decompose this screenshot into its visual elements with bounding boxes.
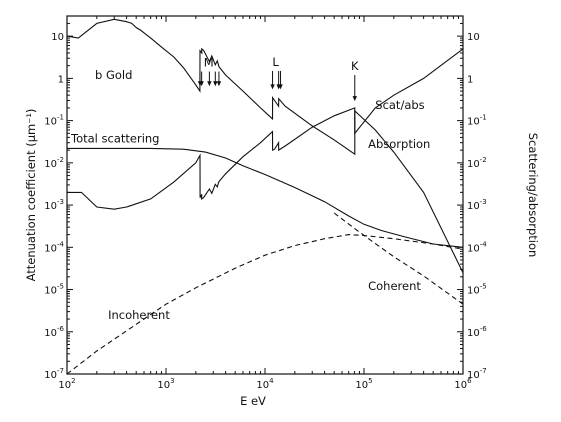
- edge-label-m: M: [204, 56, 214, 70]
- y-tick-label-right: 10-6: [467, 325, 487, 339]
- y-tick-label-left: 10-3: [44, 198, 64, 212]
- y-tick-label-right: 10: [467, 32, 480, 43]
- ticks: [66, 15, 463, 375]
- annotation-coherent: Coherent: [368, 279, 421, 293]
- y-tick-labels-left: 10 1 10-1 10-2 10-3 10-4 10-5 10-6 10-7: [44, 32, 64, 381]
- series-incoherent: [66, 234, 464, 375]
- y-tick-label-right: 10-1: [467, 114, 487, 128]
- series-lines: [66, 18, 464, 375]
- y-tick-label-right: 10-2: [467, 156, 487, 170]
- edge-arrowhead-l: [270, 84, 275, 90]
- y-tick-label-left: 10-7: [44, 367, 64, 381]
- x-axis-label: E eV: [240, 394, 266, 408]
- y-axis-label-right: Scattering/absorption: [526, 133, 540, 258]
- edge-arrowhead-k: [352, 96, 357, 102]
- panel-label: b Gold: [95, 68, 132, 82]
- series-coherent: [333, 212, 464, 305]
- edge-arrowhead-l: [278, 84, 283, 90]
- x-tick-label: 105: [355, 377, 372, 391]
- y-tick-label-left: 10-2: [44, 156, 64, 170]
- x-tick-label: 102: [58, 377, 75, 391]
- edge-label-l: L: [272, 55, 279, 69]
- annotations: Total scattering Absorption Scat/abs Cohere…: [70, 98, 430, 322]
- edge-arrowhead-m: [207, 81, 212, 87]
- annotation-incoherent: Incoherent: [108, 308, 170, 322]
- annotation-total-scattering: Total scattering: [70, 131, 159, 145]
- edge-label-k: K: [351, 59, 359, 73]
- x-tick-label: 106: [454, 377, 472, 391]
- series-scat-abs: [67, 48, 464, 210]
- edge-arrowhead-m: [213, 81, 218, 87]
- y-tick-label-left: 10-4: [44, 240, 64, 254]
- y-tick-label-left: 10-1: [44, 114, 64, 128]
- x-tick-label: 103: [157, 377, 174, 391]
- y-tick-label-left: 10: [51, 32, 64, 43]
- y-tick-label-right: 10-5: [467, 283, 487, 297]
- annotation-scat-abs: Scat/abs: [375, 98, 424, 112]
- y-tick-label-right: 10-7: [467, 367, 487, 381]
- y-tick-label-left: 1: [58, 74, 64, 85]
- series-absorption: [66, 18, 464, 273]
- y-tick-label-right: 10-4: [467, 240, 487, 254]
- y-tick-label-left: 10-5: [44, 283, 64, 297]
- y-tick-label-left: 10-6: [44, 325, 64, 339]
- edge-arrowhead-m: [216, 81, 222, 87]
- series-total-scattering: [67, 147, 464, 248]
- x-tick-label: 104: [256, 377, 274, 391]
- annotation-absorption: Absorption: [368, 137, 430, 151]
- edge-arrowhead-m: [199, 81, 204, 87]
- y-tick-label-right: 10-3: [467, 198, 487, 212]
- y-axis-label-left: Attenuation coefficient (μm⁻¹): [24, 109, 38, 282]
- y-tick-label-right: 1: [467, 74, 473, 85]
- y-tick-labels-right: 10 1 10-1 10-2 10-3 10-4 10-5 10-6 10-7: [467, 32, 487, 381]
- x-tick-labels: 102 103 104 105 106: [58, 377, 472, 391]
